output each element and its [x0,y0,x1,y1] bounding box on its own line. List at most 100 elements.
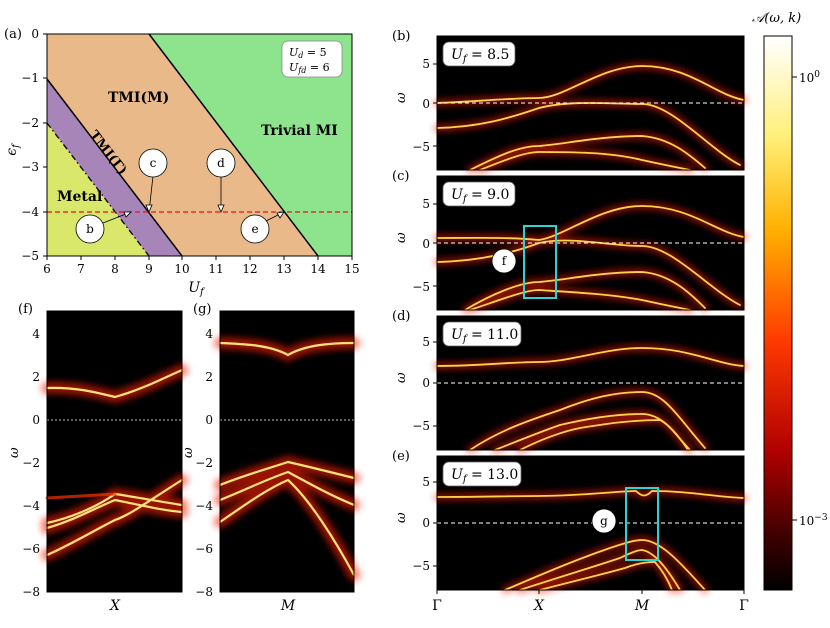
svg-text:0: 0 [32,413,40,427]
yticks-f: 4 2 0 −2 −4 −6 −8 [22,327,40,599]
callout-g-text: g [600,514,608,528]
ytick: −1 [21,71,47,85]
phase-ylabel: ϵf [4,142,22,156]
spectral-b-bands [433,62,748,174]
zoom-panel-f: (f) 4 2 0 −2 −4 [7,302,188,614]
svg-text:11: 11 [208,262,223,276]
zoom-box-f [523,225,557,299]
xtick: 15 [344,256,360,276]
xlabel-g: M [280,598,296,614]
panel-label-d: (d) [392,309,410,324]
ylabel-c: ω [394,232,409,243]
svg-text:2: 2 [32,370,40,384]
svg-text:0: 0 [422,97,430,111]
zoom-f-band-1 [45,368,184,399]
marker-d: d [206,148,236,214]
xtick: 10 [174,256,190,276]
svg-text:7: 7 [77,262,85,276]
zoom-g-band-2 [218,460,356,487]
marker-e: e [240,211,285,244]
band-mid [436,102,741,166]
colorbar-tick-bottom: 10−3 [799,513,828,528]
callout-f [491,248,517,274]
svg-text:−4: −4 [22,499,40,513]
xtick: 6 [43,256,51,276]
xtick: 9 [145,256,153,276]
callout-f-text: f [502,254,508,268]
svg-text:8: 8 [111,262,119,276]
svg-text:5: 5 [422,197,430,211]
panel-label-e: (e) [392,449,410,464]
svg-text:0: 0 [422,516,430,530]
phase-xticks: 6 7 8 9 10 11 12 13 14 15 [43,256,360,276]
svg-text:4: 4 [32,327,40,341]
svg-text:0: 0 [422,376,430,390]
svg-text:−6: −6 [195,542,213,556]
yticks-b: 5 0 −5 [412,57,437,154]
svg-text:5: 5 [422,335,430,349]
zoom-f-band-3 [45,498,184,530]
ytick: 0 [31,27,47,41]
kpath-labels: Γ X M Γ [432,590,749,614]
zoom-f-band-4 [45,478,184,557]
uf-label-d: Uf = 11.0 [451,327,518,345]
svg-text:5: 5 [422,475,430,489]
colorbar-bar [763,35,793,591]
label-box-c [442,181,516,207]
label-box-e [442,461,522,487]
param-ud: Ud = 5 [289,46,327,60]
svg-text:−5: −5 [412,280,430,294]
svg-text:9: 9 [145,262,153,276]
kpath-m: M [634,598,650,614]
kpath-x: X [533,598,545,614]
svg-text:0: 0 [31,27,39,41]
svg-text:−5: −5 [21,249,39,263]
boundary-line-trivial [148,33,319,257]
label-tmi-m: TMI(M) [108,90,169,106]
zoom-g-band-3 [218,470,356,507]
svg-text:−5: −5 [412,140,430,154]
callout-g [591,508,617,534]
colorbar: 𝒜(ω, k) 100 10−3 [752,11,828,591]
ylabel-d: ω [394,372,409,383]
xtick: 8 [111,256,119,276]
label-metal: Metal [57,189,102,205]
svg-text:−2: −2 [22,456,40,470]
panel-label-b: (b) [392,29,410,44]
label-trivial-mi: Trivial MI [261,123,338,139]
label-box-d [442,321,522,347]
yticks-d: 5 0 −5 [412,335,437,433]
svg-text:−2: −2 [195,456,213,470]
yticks-c: 5 0 −5 [412,197,437,294]
ylabel-b: ω [394,92,409,103]
spectral-panels: (b) Uf = 8.5 5 0 −5 [392,29,749,614]
uf-label-c: Uf = 9.0 [451,187,509,205]
yticks-e: 5 0 −5 [412,475,437,573]
svg-text:2: 2 [205,370,213,384]
svg-text:14: 14 [310,262,326,276]
ylabel-f: ω [7,447,22,458]
colorbar-title: 𝒜(ω, k) [752,11,801,26]
svg-text:12: 12 [242,262,257,276]
boundary-line-metal [46,122,150,257]
param-ufd: Ufd = 6 [289,61,330,75]
frame-g [219,310,355,593]
xlabel-f: X [109,598,121,614]
params-box [281,40,343,78]
xtick: 14 [310,256,326,276]
phase-xlabel: Uf [188,280,206,298]
phase-frame [46,33,353,257]
svg-text:−8: −8 [195,585,213,599]
uf-label-e: Uf = 13.0 [451,467,518,485]
marker-c: c [138,148,168,214]
phase-yticks: 0 −1 −2 −3 −4 −5 [21,27,47,263]
band-low-2 [479,151,691,171]
svg-text:0: 0 [422,237,430,251]
panel-label-c: (c) [392,169,409,184]
yticks-g: 4 2 0 −2 −4 −6 −8 [195,327,213,599]
xtick: 13 [276,256,292,276]
svg-text:−2: −2 [21,116,39,130]
svg-text:15: 15 [344,262,359,276]
zoom-g-band-1 [218,341,356,357]
